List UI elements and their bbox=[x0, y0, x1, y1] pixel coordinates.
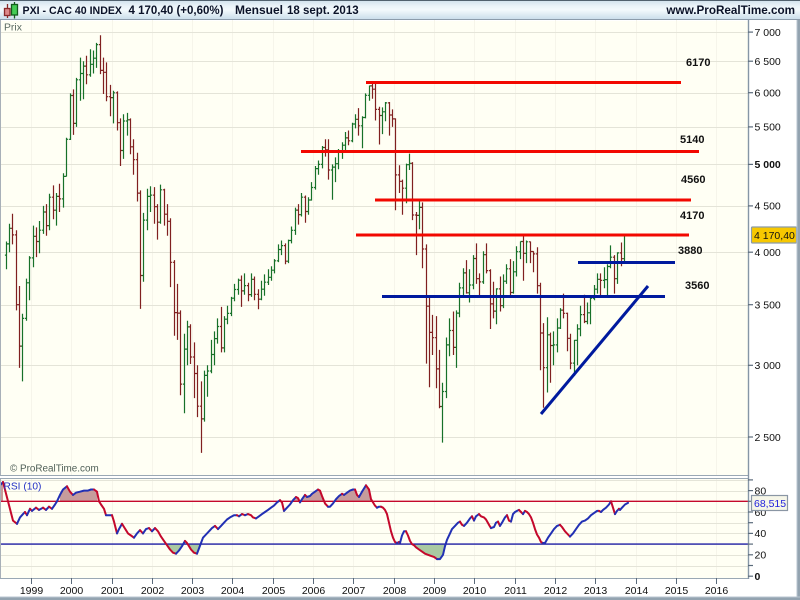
svg-text:PXI - CAC 40 INDEX: PXI - CAC 40 INDEX bbox=[23, 5, 123, 17]
svg-text:Prix: Prix bbox=[4, 23, 23, 34]
svg-text:4 000: 4 000 bbox=[755, 247, 781, 259]
svg-text:© ProRealTime.com: © ProRealTime.com bbox=[10, 464, 99, 475]
svg-text:2005: 2005 bbox=[262, 585, 286, 597]
svg-text:40: 40 bbox=[755, 528, 767, 540]
svg-text:4 500: 4 500 bbox=[755, 201, 781, 213]
svg-text:2014: 2014 bbox=[625, 585, 649, 597]
svg-text:4560: 4560 bbox=[681, 174, 705, 186]
svg-text:4170: 4170 bbox=[680, 210, 704, 222]
svg-text:0: 0 bbox=[755, 571, 761, 583]
svg-text:2007: 2007 bbox=[342, 585, 366, 597]
svg-text:3 000: 3 000 bbox=[755, 360, 781, 372]
svg-text:2 500: 2 500 bbox=[755, 432, 781, 444]
svg-text:2016: 2016 bbox=[705, 585, 729, 597]
svg-text:1999: 1999 bbox=[20, 585, 44, 597]
svg-text:2002: 2002 bbox=[141, 585, 165, 597]
svg-text:5 000: 5 000 bbox=[755, 159, 781, 171]
svg-text:RSI (10): RSI (10) bbox=[4, 482, 42, 493]
svg-text:2001: 2001 bbox=[101, 585, 125, 597]
svg-text:2011: 2011 bbox=[504, 585, 527, 597]
svg-text:2013: 2013 bbox=[584, 585, 608, 597]
svg-text:60: 60 bbox=[755, 507, 767, 519]
svg-text:7 000: 7 000 bbox=[755, 27, 781, 39]
svg-text:www.ProRealTime.com: www.ProRealTime.com bbox=[665, 4, 795, 17]
svg-text:2010: 2010 bbox=[463, 585, 487, 597]
svg-text:2004: 2004 bbox=[221, 585, 245, 597]
svg-text:3 500: 3 500 bbox=[755, 300, 781, 312]
svg-text:20: 20 bbox=[755, 550, 767, 562]
svg-text:2003: 2003 bbox=[181, 585, 205, 597]
svg-text:4 170,40 (+0,60%): 4 170,40 (+0,60%) bbox=[129, 5, 224, 17]
svg-text:3560: 3560 bbox=[685, 280, 709, 292]
svg-text:6 000: 6 000 bbox=[755, 88, 781, 100]
svg-text:80: 80 bbox=[755, 485, 767, 497]
svg-text:3880: 3880 bbox=[678, 245, 702, 257]
svg-text:Mensuel: Mensuel bbox=[235, 3, 283, 17]
svg-text:2000: 2000 bbox=[60, 585, 84, 597]
svg-text:2015: 2015 bbox=[665, 585, 689, 597]
svg-text:2012: 2012 bbox=[544, 585, 568, 597]
svg-text:2008: 2008 bbox=[383, 585, 407, 597]
svg-text:6170: 6170 bbox=[686, 57, 710, 69]
svg-text:2006: 2006 bbox=[302, 585, 326, 597]
svg-text:18 sept. 2013: 18 sept. 2013 bbox=[287, 5, 359, 17]
svg-text:2009: 2009 bbox=[423, 585, 447, 597]
svg-text:5 500: 5 500 bbox=[755, 122, 781, 134]
svg-text:5140: 5140 bbox=[680, 134, 704, 146]
svg-text:4 170,40: 4 170,40 bbox=[754, 230, 795, 242]
svg-text:68,515: 68,515 bbox=[754, 498, 786, 510]
svg-text:6 500: 6 500 bbox=[755, 56, 781, 68]
